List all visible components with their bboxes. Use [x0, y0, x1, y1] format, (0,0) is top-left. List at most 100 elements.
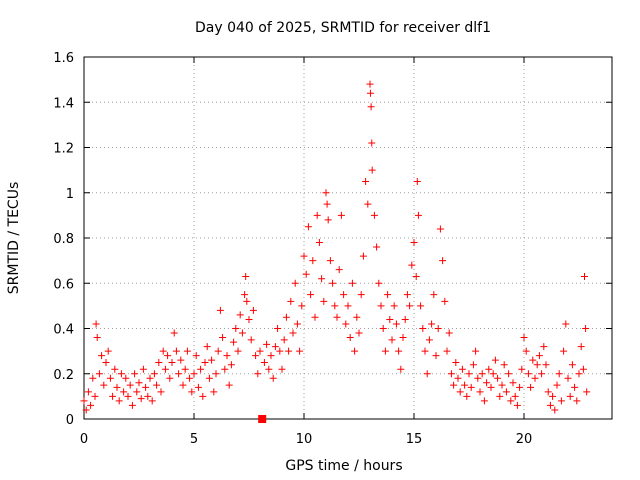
data-point [527, 383, 535, 391]
data-point [242, 272, 250, 280]
data-point [406, 302, 414, 310]
data-point [276, 347, 284, 355]
data-point [153, 381, 161, 389]
data-point [82, 406, 90, 414]
data-point [104, 347, 112, 355]
data-point [194, 383, 202, 391]
data-point [304, 223, 312, 231]
data-point [447, 370, 455, 378]
data-point [106, 374, 114, 382]
data-point [122, 374, 130, 382]
data-point [148, 397, 156, 405]
data-point [243, 297, 251, 305]
y-tick-label: 1.4 [53, 96, 74, 111]
data-point [454, 374, 462, 382]
data-point [419, 325, 427, 332]
data-point [344, 302, 352, 310]
data-point [87, 401, 95, 409]
data-point [291, 279, 299, 287]
x-axis-label: GPS time / hours [285, 458, 402, 474]
data-point [126, 381, 134, 389]
data-point [205, 374, 213, 382]
data-point [423, 370, 431, 378]
data-point [133, 388, 141, 396]
data-point [546, 401, 554, 409]
data-point [157, 388, 165, 396]
data-point [89, 374, 97, 382]
data-point [186, 374, 194, 382]
data-point [84, 388, 92, 396]
data-point [474, 374, 482, 382]
data-point [522, 347, 530, 355]
data-point [562, 320, 570, 328]
data-point [480, 397, 488, 405]
data-point [496, 392, 504, 400]
data-point [298, 302, 306, 310]
data-point [223, 352, 231, 360]
data-point [555, 370, 563, 378]
data-point [232, 325, 240, 332]
data-point [329, 279, 337, 287]
data-point [443, 347, 451, 355]
data-point [203, 343, 211, 351]
data-point [502, 388, 510, 396]
data-point [236, 311, 244, 319]
data-point [348, 279, 356, 287]
data-point [168, 358, 176, 366]
data-point [247, 336, 255, 344]
gap-marker [258, 415, 267, 423]
x-tick-label: 5 [190, 432, 198, 447]
data-point [560, 347, 568, 355]
data-point [216, 306, 224, 314]
y-tick-label: 0.2 [53, 368, 74, 383]
data-point [117, 370, 125, 378]
data-point [324, 216, 332, 224]
data-point [577, 343, 585, 351]
data-point [287, 297, 295, 305]
data-point [271, 343, 279, 351]
data-point [425, 336, 433, 344]
data-point [540, 343, 548, 351]
data-point [472, 347, 480, 355]
data-point [366, 80, 374, 88]
data-point [278, 365, 286, 373]
data-point [120, 388, 128, 396]
data-point [436, 225, 444, 233]
data-point [340, 291, 348, 299]
y-tick-label: 0.4 [53, 323, 74, 338]
data-point [342, 320, 350, 328]
data-point [568, 361, 576, 369]
data-point [192, 352, 200, 360]
x-tick-label: 20 [516, 432, 533, 447]
data-point [500, 361, 508, 369]
data-point [571, 383, 579, 391]
data-point [491, 356, 499, 364]
data-point [388, 336, 396, 344]
data-point [188, 388, 196, 396]
data-point [144, 392, 152, 400]
data-point [124, 392, 132, 400]
data-point [221, 365, 229, 373]
data-point [150, 370, 158, 378]
data-point [513, 401, 521, 409]
data-point [335, 266, 343, 274]
data-point [357, 291, 365, 299]
y-axis: 0 0.2 0.4 0.6 0.8 1 1.2 1.4 1.6 [53, 51, 612, 428]
data-point [524, 370, 532, 378]
data-point [507, 397, 515, 405]
data-point [300, 252, 308, 260]
data-point [557, 397, 565, 405]
data-point [280, 336, 288, 344]
data-point [417, 302, 425, 310]
data-point [102, 358, 110, 366]
data-point [179, 381, 187, 389]
data-point [311, 313, 319, 321]
data-point [139, 365, 147, 373]
data-point [315, 239, 323, 247]
data-point [432, 352, 440, 360]
data-point [368, 139, 376, 147]
data-point [337, 211, 345, 219]
data-point [395, 347, 403, 355]
x-tick-label: 0 [80, 432, 88, 447]
data-point [190, 370, 198, 378]
